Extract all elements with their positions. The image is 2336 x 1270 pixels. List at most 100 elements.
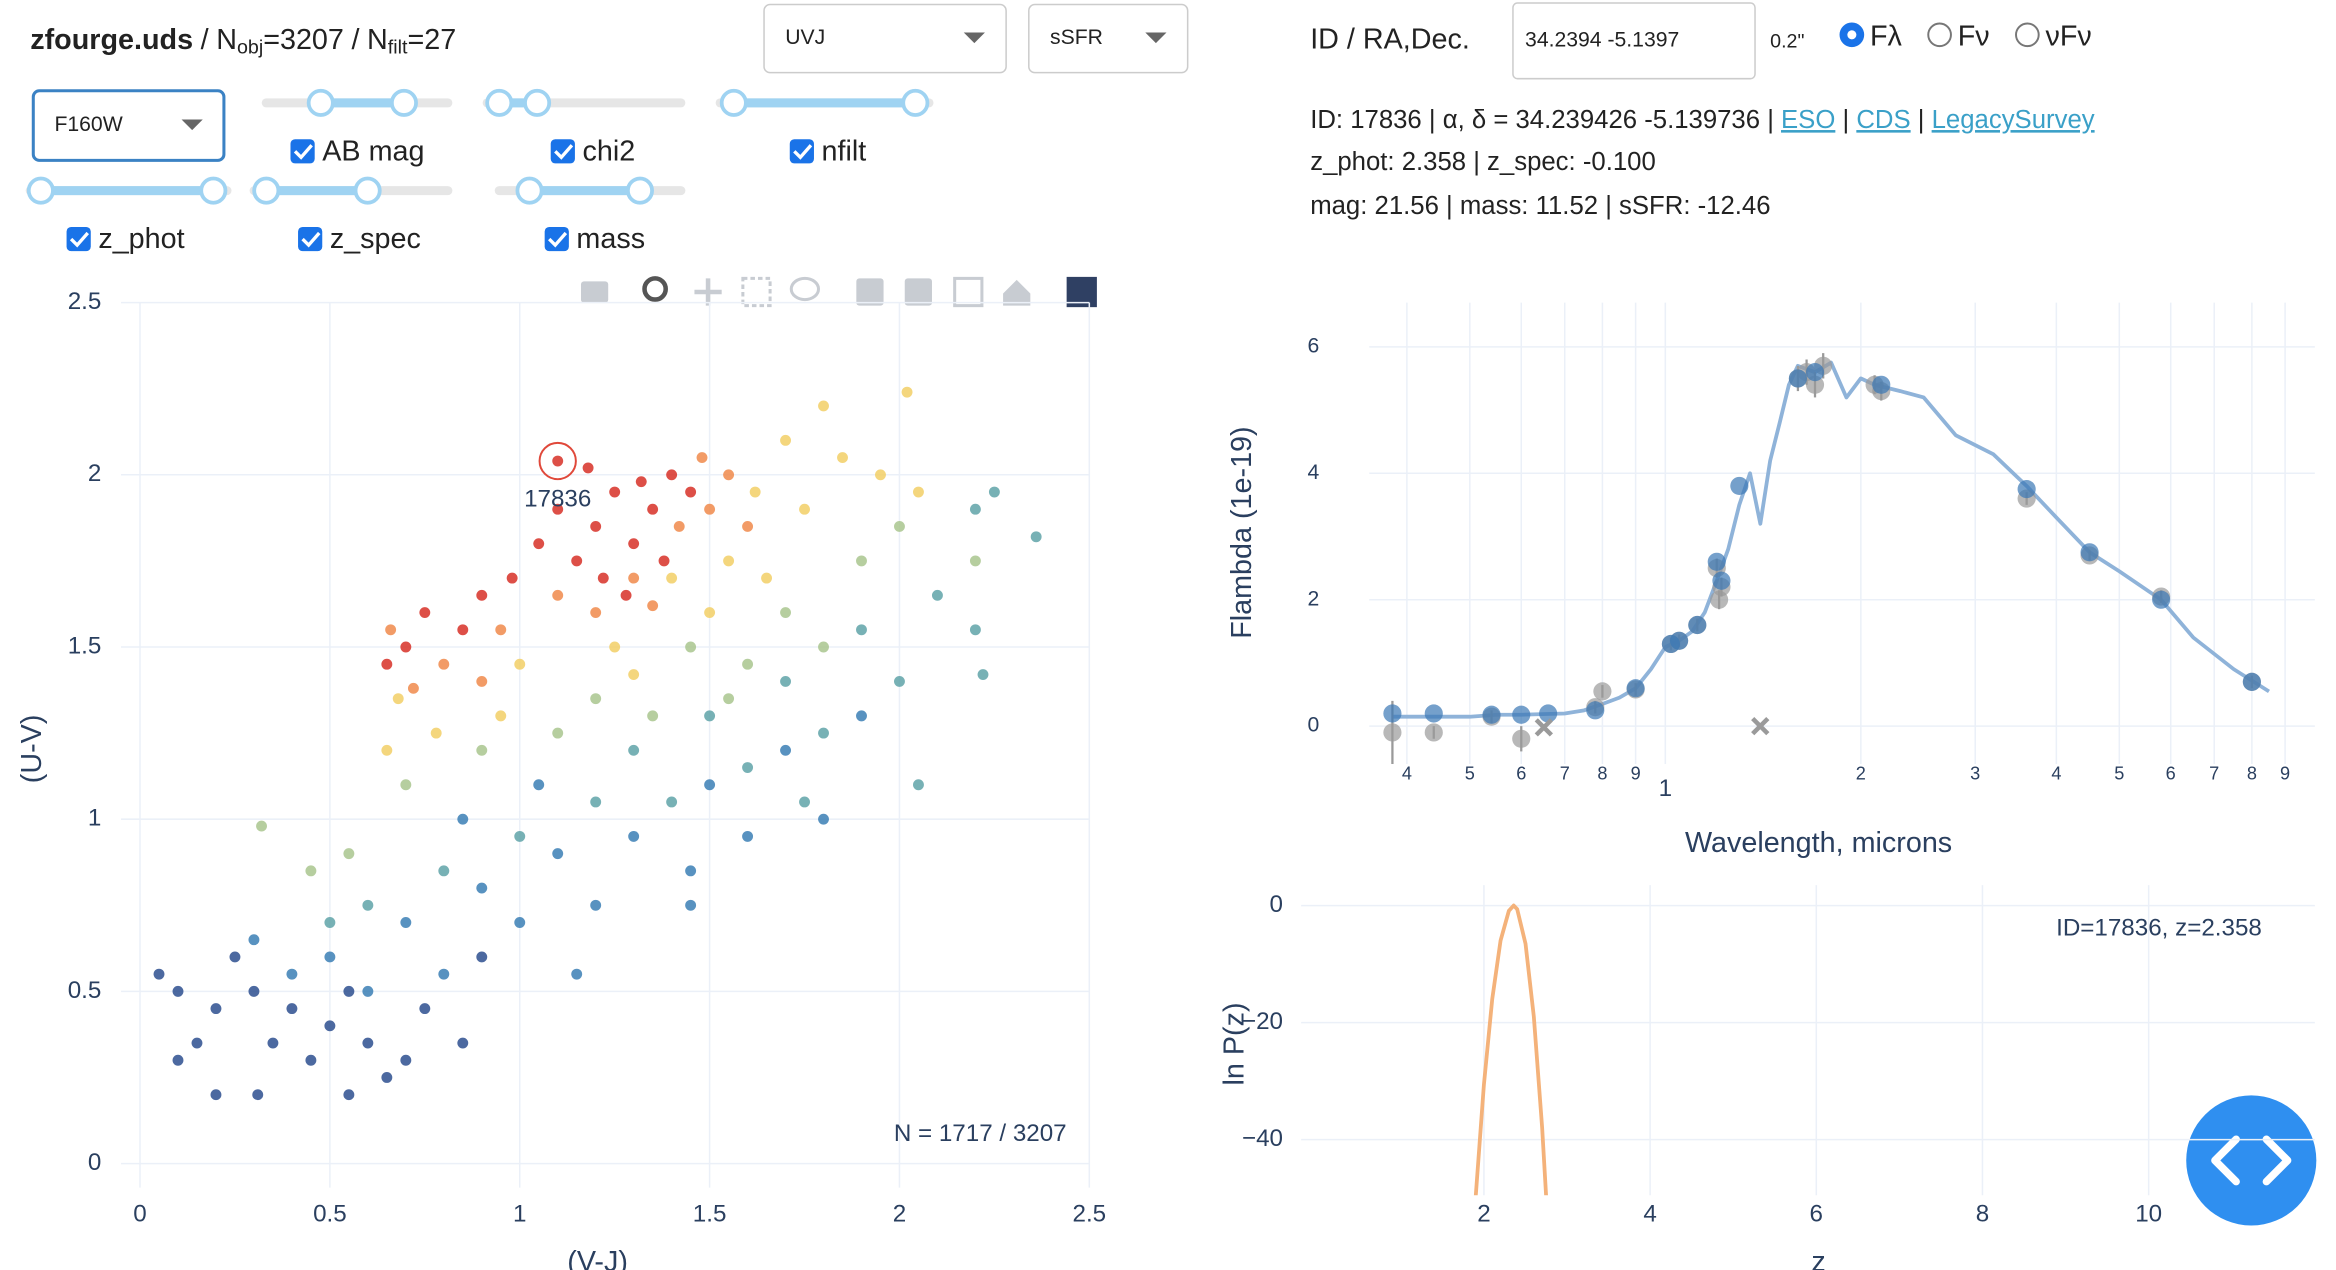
dropdown[interactable]: F160W (31, 89, 226, 162)
point (438, 865, 450, 877)
slider-handle[interactable] (901, 88, 930, 117)
point (666, 796, 678, 808)
point (742, 830, 754, 842)
point (571, 555, 583, 567)
zoom-in-icon[interactable] (856, 278, 884, 306)
point (628, 572, 640, 584)
checkbox-box[interactable] (789, 139, 814, 164)
point (533, 538, 545, 550)
point (1586, 701, 1605, 720)
pan-icon[interactable] (694, 278, 722, 306)
checkbox[interactable]: mass (544, 223, 645, 255)
x-tick-label: 1 (1659, 775, 1672, 802)
code-button-circle[interactable] (2186, 1095, 2317, 1226)
y-axis-label: (U-V) (16, 715, 48, 784)
point (818, 641, 829, 653)
info-link[interactable]: LegacySurvey (1932, 106, 2095, 134)
radio-button[interactable] (2015, 22, 2040, 48)
x-tick-label: 3 (1970, 763, 1980, 783)
dropdown[interactable]: UVJ (763, 3, 1007, 74)
lasso-icon[interactable] (789, 276, 821, 302)
checkbox-tick (301, 231, 321, 248)
zoom-icon[interactable] (642, 276, 668, 302)
home-icon[interactable] (1003, 279, 1031, 306)
point (1730, 476, 1749, 495)
checkbox-box[interactable] (66, 226, 91, 252)
point (666, 572, 678, 584)
checkbox-tick (548, 231, 568, 248)
chart: 0 0.5 1 1.5 2 2.5 0 0.5 1 1.5 2 2.5 (V-J) (U-V) 17836 N… (16, 288, 1106, 1270)
autoscale-icon[interactable] (953, 276, 984, 308)
info-link[interactable]: ESO (1781, 106, 1835, 134)
coord-input[interactable] (1512, 2, 1756, 80)
point (620, 589, 632, 601)
slider-handle[interactable] (252, 176, 281, 205)
point (856, 624, 867, 636)
info-link[interactable]: CDS (1856, 106, 1910, 134)
dropdown[interactable]: sSFR (1028, 3, 1189, 74)
dropdown-box[interactable] (31, 89, 226, 162)
n-sub: obj (237, 37, 263, 59)
slider-handle[interactable] (719, 88, 748, 117)
point (506, 572, 518, 584)
point (582, 462, 594, 474)
x-tick-label: 7 (2209, 763, 2219, 783)
point (977, 669, 989, 680)
dropdown-box[interactable] (1028, 3, 1189, 74)
point (407, 682, 419, 694)
plot-area (153, 386, 1042, 1101)
dropdown-box[interactable] (763, 3, 1007, 74)
x-tick-label: 8 (2247, 763, 2257, 783)
slider-handle[interactable] (353, 176, 382, 205)
y-tick-label: 1.5 (68, 632, 102, 659)
slider-handle[interactable] (485, 88, 514, 117)
point (191, 1037, 203, 1049)
checkbox-tick (69, 231, 90, 248)
point (514, 658, 526, 670)
radio-label: νFν (2046, 20, 2092, 52)
point (324, 951, 336, 963)
checkbox-tick (554, 144, 574, 160)
slider-handle[interactable] (306, 88, 335, 117)
cross-marker (1534, 718, 1554, 737)
checkbox[interactable]: z_spec (298, 223, 421, 255)
point (685, 899, 697, 911)
x-tick-label: 0 (133, 1200, 146, 1227)
point (1688, 615, 1707, 635)
x-tick-label: 1.5 (693, 1200, 727, 1227)
point (343, 985, 355, 997)
y-tick-label: 2 (1308, 587, 1320, 610)
checkbox-box[interactable] (544, 226, 569, 252)
code-button[interactable] (2186, 1095, 2317, 1226)
slider-handle[interactable] (389, 88, 418, 117)
point (875, 469, 886, 481)
select-icon[interactable] (741, 276, 772, 308)
separator: / (201, 23, 209, 55)
checkbox[interactable]: nfilt (789, 135, 867, 167)
point (818, 400, 829, 412)
zoom-out-icon[interactable] (904, 278, 932, 306)
point (457, 1037, 469, 1049)
checkbox[interactable]: z_phot (66, 223, 185, 255)
point (552, 455, 564, 467)
checkbox-box[interactable] (290, 139, 315, 164)
slider-handle[interactable] (625, 176, 654, 205)
slider-handle[interactable] (515, 176, 544, 205)
slider-handle[interactable] (26, 176, 55, 205)
point (172, 1054, 184, 1066)
checkbox-label: AB mag (322, 135, 424, 167)
x-tick-label: 8 (1597, 763, 1607, 783)
checkbox-box[interactable] (298, 226, 323, 252)
radio-button[interactable] (1927, 22, 1952, 48)
point (590, 796, 602, 808)
point (1670, 631, 1689, 650)
checkbox-box[interactable] (550, 139, 575, 164)
slider-handle[interactable] (523, 88, 552, 117)
slider-handle[interactable] (199, 176, 228, 205)
camera-icon[interactable] (580, 281, 609, 303)
code-icon (2211, 1135, 2292, 1186)
point (252, 1089, 264, 1101)
checkbox[interactable]: chi2 (550, 135, 635, 167)
point (256, 820, 267, 832)
checkbox[interactable]: AB mag (290, 135, 424, 167)
